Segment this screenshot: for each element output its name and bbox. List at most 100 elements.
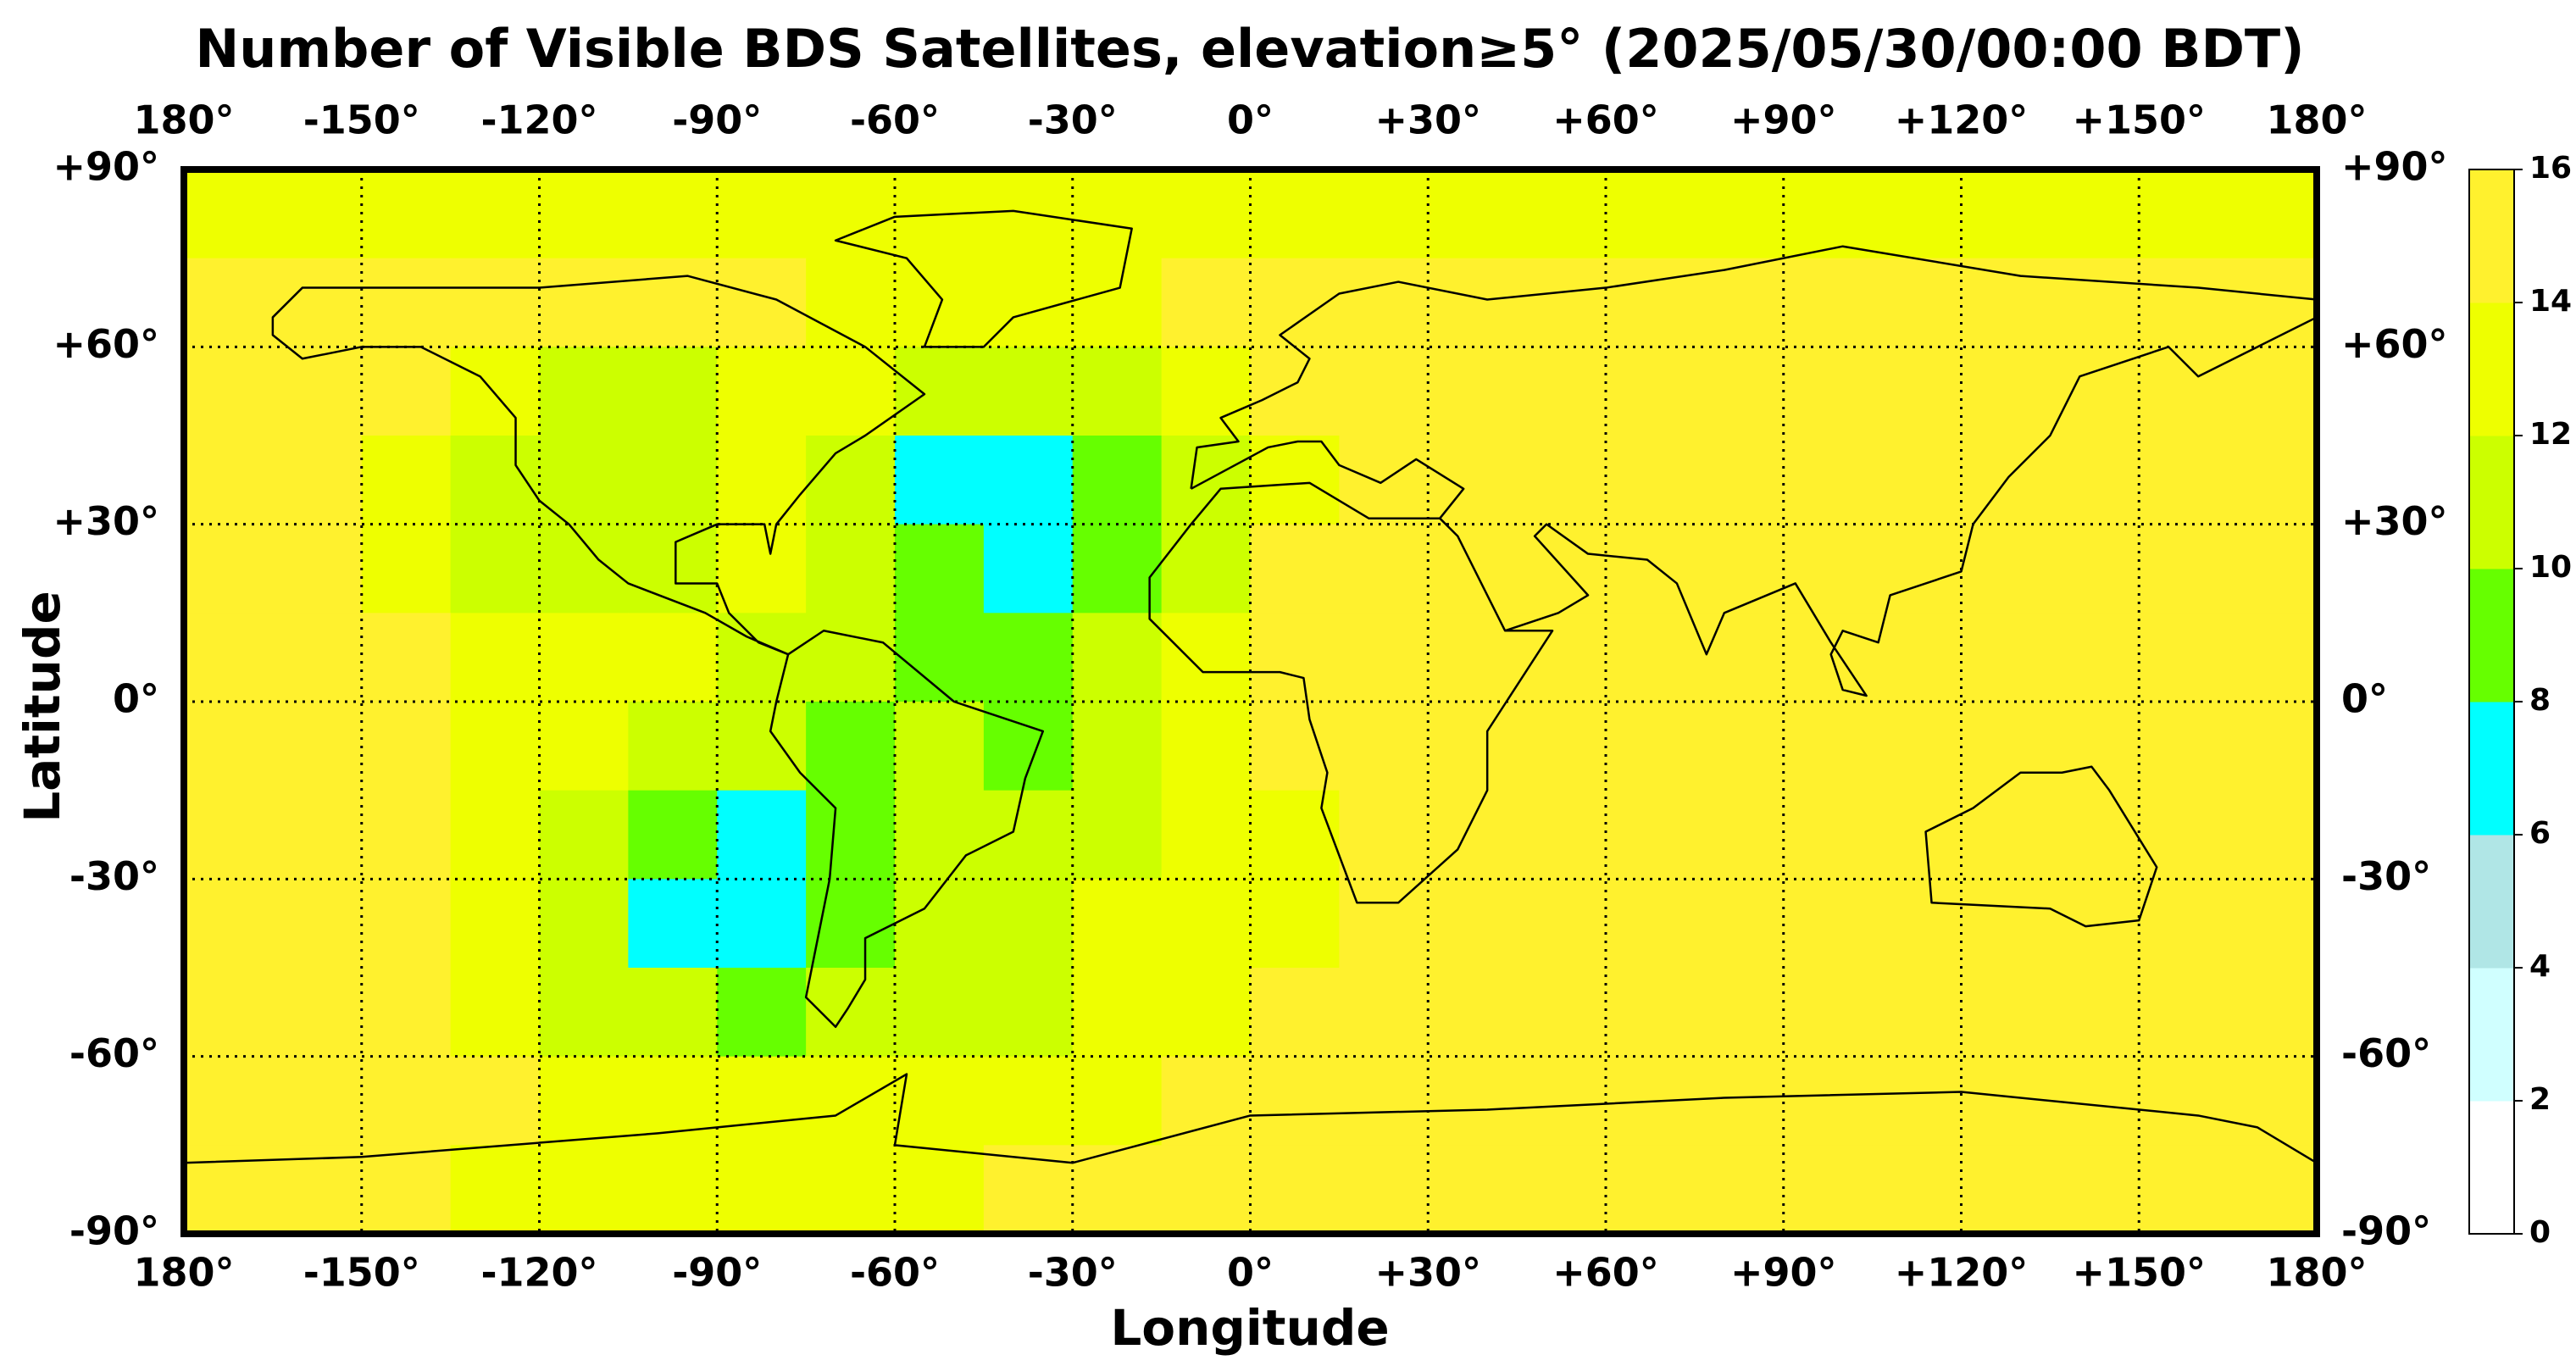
coastline [1150, 483, 1552, 902]
cell [450, 968, 541, 1058]
cell [1250, 790, 1340, 880]
cell [1961, 1056, 2051, 1146]
y-tick-label: -60° [69, 1030, 159, 1076]
cell [806, 1056, 896, 1146]
cell [184, 347, 274, 436]
x-tick-label: +150° [2072, 97, 2206, 143]
y-tick-label: -90° [2341, 1208, 2431, 1254]
cell [983, 1056, 1074, 1146]
cell [2228, 968, 2318, 1058]
cell [272, 524, 363, 614]
cell [1694, 702, 1785, 791]
cell [717, 524, 807, 614]
cell [1072, 968, 1163, 1058]
x-tick-label: +120° [1895, 1250, 2029, 1296]
cell [1606, 702, 1696, 791]
cell [1250, 1056, 1340, 1146]
cell [1961, 968, 2051, 1058]
cell [539, 613, 629, 702]
cell [1606, 968, 1696, 1058]
cell [1783, 258, 1874, 347]
cell [1606, 347, 1696, 436]
cell [1961, 613, 2051, 702]
cell [1339, 347, 1429, 436]
colorbar-band [2469, 702, 2514, 836]
cell [806, 436, 896, 525]
cell [628, 258, 718, 347]
x-tick-label: +120° [1895, 97, 2029, 143]
cell [1783, 790, 1874, 880]
cell [983, 613, 1074, 702]
cell [539, 436, 629, 525]
cell [1606, 169, 1696, 259]
cell [184, 436, 274, 525]
cell [1428, 258, 1518, 347]
cell [806, 790, 896, 880]
cell [2139, 790, 2229, 880]
cell [2050, 1145, 2140, 1235]
y-tick-label: -30° [2341, 853, 2431, 899]
cell [361, 1145, 452, 1235]
colorbar-band [2469, 303, 2514, 436]
cell [361, 347, 452, 436]
cell [1606, 258, 1696, 347]
cell [361, 1056, 452, 1146]
cell [1517, 524, 1607, 614]
cell [1606, 1145, 1696, 1235]
cell [272, 879, 363, 969]
cell [1250, 347, 1340, 436]
cell [1161, 347, 1252, 436]
cell [1606, 879, 1696, 969]
cell [1339, 524, 1429, 614]
cell [2228, 169, 2318, 259]
cell [806, 879, 896, 969]
cell [2228, 347, 2318, 436]
cell [272, 702, 363, 791]
cell [1517, 1145, 1607, 1235]
cell [895, 347, 985, 436]
cell [628, 1145, 718, 1235]
cell [1161, 790, 1252, 880]
cell [361, 702, 452, 791]
cell [184, 258, 274, 347]
cell [2228, 790, 2318, 880]
cell [1250, 1145, 1340, 1235]
cell [1606, 436, 1696, 525]
cell [1961, 879, 2051, 969]
cell [361, 169, 452, 259]
cell [1339, 1056, 1429, 1146]
cell [2228, 436, 2318, 525]
x-tick-label: +90° [1730, 1250, 1837, 1296]
cell [1783, 702, 1874, 791]
cell [450, 879, 541, 969]
cell [717, 258, 807, 347]
x-tick-label: -150° [303, 1250, 420, 1296]
x-tick-label: 180° [133, 1250, 234, 1296]
cell [2228, 1056, 2318, 1146]
cell [361, 436, 452, 525]
cell [1072, 258, 1163, 347]
cell [2050, 1056, 2140, 1146]
cell [1250, 436, 1340, 525]
cell [1339, 790, 1429, 880]
cell [717, 1145, 807, 1235]
cell [1072, 436, 1163, 525]
cell [806, 524, 896, 614]
colorbar-band [2469, 1101, 2514, 1235]
cell [1161, 702, 1252, 791]
cell [1694, 1056, 1785, 1146]
cell [983, 436, 1074, 525]
cell [717, 347, 807, 436]
cell [184, 1056, 274, 1146]
cell [450, 258, 541, 347]
cell [1339, 258, 1429, 347]
x-tick-label: +30° [1374, 1250, 1481, 1296]
cell [450, 702, 541, 791]
cell [2050, 524, 2140, 614]
cell [450, 613, 541, 702]
cell [717, 879, 807, 969]
cell [1694, 968, 1785, 1058]
cell [1783, 1056, 1874, 1146]
cell [1428, 790, 1518, 880]
cell [2139, 879, 2229, 969]
